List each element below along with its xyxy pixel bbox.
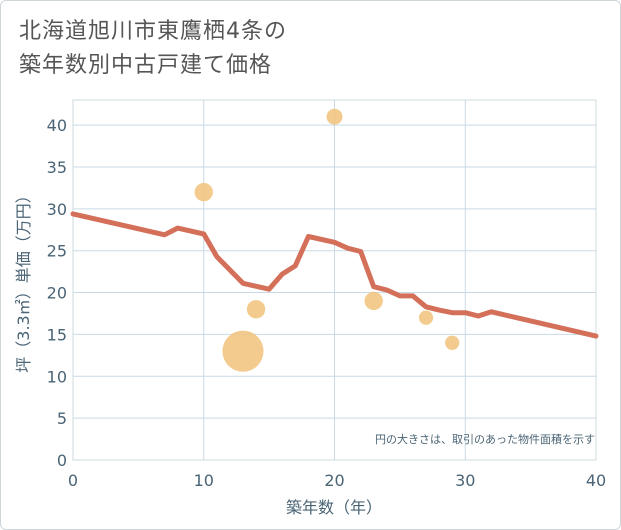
y-tick-label: 10 <box>47 367 67 386</box>
data-point <box>445 335 460 350</box>
series <box>70 211 599 339</box>
y-tick-label: 15 <box>47 325 67 344</box>
size-note: 円の大きさは、取引のあった物件面積を示す <box>375 432 595 446</box>
x-tick-label: 30 <box>455 471 475 490</box>
x-axis-label: 築年数（年） <box>286 498 382 517</box>
y-tick-label: 0 <box>57 451 67 470</box>
grid <box>73 100 596 460</box>
x-tick-label: 10 <box>194 471 214 490</box>
data-point <box>326 108 343 125</box>
x-tick-label: 20 <box>324 471 344 490</box>
y-ticks: 0 5 10 15 20 25 30 35 40 <box>47 116 67 470</box>
x-tick-label: 40 <box>586 471 606 490</box>
y-tick-label: 20 <box>47 284 67 303</box>
chart-title-line1: 北海道旭川市東鷹栖4条の <box>19 19 287 44</box>
chart-title-line2: 築年数別中古戸建て価格 <box>19 53 273 78</box>
y-tick-label: 40 <box>47 116 67 135</box>
y-axis-label: 坪（3.3㎡）単価（万円） <box>14 187 33 372</box>
x-tick-label: 0 <box>68 471 78 490</box>
chart-title: 北海道旭川市東鷹栖4条の 築年数別中古戸建て価格 <box>19 15 287 83</box>
data-point <box>222 330 264 372</box>
data-point <box>418 310 434 325</box>
average-price-line <box>70 211 599 339</box>
bubbles <box>194 108 460 372</box>
y-tick-label: 35 <box>47 158 67 177</box>
data-point <box>194 182 213 202</box>
x-ticks: 0 10 20 30 40 <box>68 471 606 490</box>
y-tick-label: 30 <box>47 200 67 219</box>
y-tick-label: 25 <box>47 242 67 261</box>
data-point <box>364 291 383 311</box>
data-point <box>246 300 266 319</box>
y-tick-label: 5 <box>57 409 67 428</box>
